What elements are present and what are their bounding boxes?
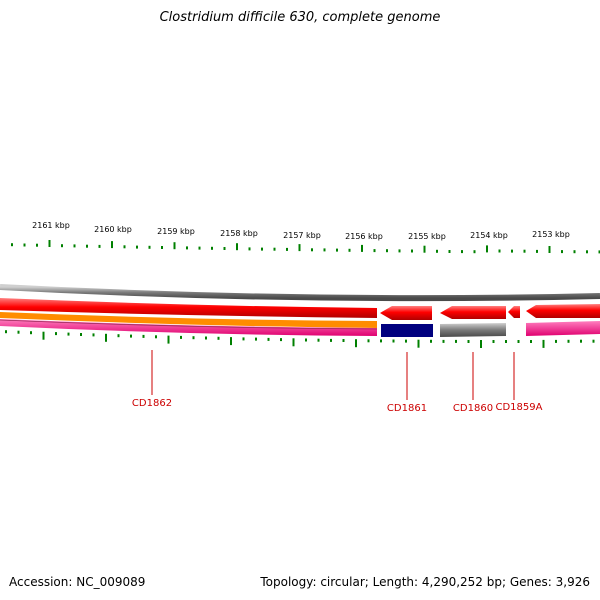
feature-navy — [381, 324, 433, 337]
cds-arrow-cd1859a — [508, 306, 520, 318]
scale-label: 2155 kbp — [408, 232, 446, 241]
scale-ticks-outer — [11, 240, 600, 254]
scale-label: 2157 kbp — [283, 231, 321, 240]
backbone-ring — [0, 284, 600, 302]
cds-arrow-cd1860 — [440, 306, 506, 319]
accession-text: Accession: NC_009089 — [9, 575, 146, 589]
gene-label: CD1860 — [453, 403, 493, 414]
gene-labels: CD1862 CD1861 CD1860 CD1859A — [132, 350, 543, 414]
orange-track — [0, 312, 377, 328]
scale-label: 2159 kbp — [157, 227, 195, 236]
scale-ticks-inner — [5, 330, 595, 348]
feature-gray — [440, 323, 506, 337]
cds-track-forward-left — [0, 298, 377, 318]
stats-separator: ; — [502, 575, 510, 589]
map-title: Clostridium difficile 630, complete geno… — [159, 10, 441, 25]
track-divider — [0, 319, 378, 330]
scale-label: 2153 kbp — [532, 230, 570, 239]
magenta-track-right — [526, 321, 600, 336]
genes-text: Genes: 3,926 — [509, 575, 590, 589]
scale-label: 2161 kbp — [32, 221, 70, 230]
scale-label: 2158 kbp — [220, 229, 258, 238]
gene-label: CD1862 — [132, 398, 172, 409]
gene-label: CD1859A — [496, 402, 543, 413]
cds-arrow-right — [526, 304, 600, 318]
topology-text: Topology: circular — [260, 575, 365, 589]
scale-label: 2160 kbp — [94, 225, 132, 234]
cds-arrow-cd1861 — [380, 306, 432, 320]
scale-label: 2156 kbp — [345, 232, 383, 241]
scale-label: 2154 kbp — [470, 231, 508, 240]
length-text: Length: 4,290,252 bp — [372, 575, 502, 589]
stats-separator: ; — [364, 575, 373, 589]
gene-label: CD1861 — [387, 403, 427, 414]
genome-stats: Topology: circular; Length: 4,290,252 bp… — [260, 575, 590, 589]
scale-labels: 2161 kbp 2160 kbp 2159 kbp 2158 kbp 2157 kbp… — [32, 221, 570, 241]
